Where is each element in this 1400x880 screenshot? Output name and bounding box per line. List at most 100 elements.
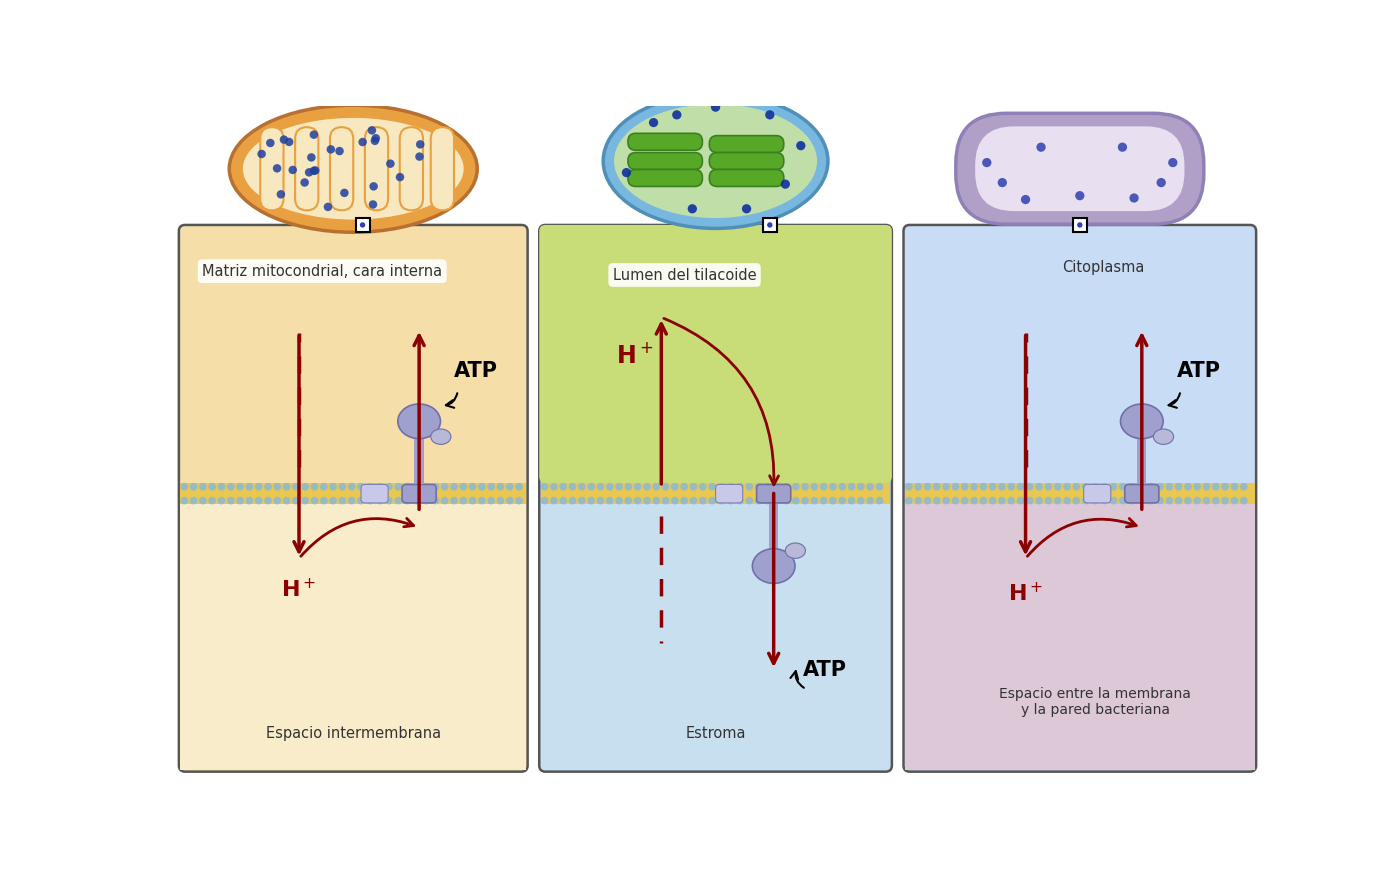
Circle shape (255, 496, 263, 504)
Circle shape (1117, 143, 1127, 151)
Circle shape (1035, 496, 1043, 504)
Circle shape (773, 483, 781, 491)
FancyBboxPatch shape (539, 225, 892, 483)
Circle shape (1072, 483, 1081, 491)
Circle shape (199, 483, 207, 491)
Circle shape (755, 483, 763, 491)
Circle shape (857, 483, 865, 491)
Circle shape (875, 483, 883, 491)
Circle shape (357, 496, 365, 504)
Circle shape (497, 483, 504, 491)
Circle shape (578, 483, 585, 491)
Circle shape (742, 204, 752, 214)
Ellipse shape (242, 118, 463, 219)
Circle shape (924, 496, 931, 504)
Circle shape (1016, 483, 1025, 491)
Circle shape (301, 483, 309, 491)
Circle shape (459, 483, 468, 491)
Text: H$^+$: H$^+$ (281, 577, 316, 601)
Circle shape (727, 483, 735, 491)
Circle shape (781, 180, 790, 188)
Circle shape (980, 483, 987, 491)
Circle shape (497, 496, 504, 504)
Circle shape (839, 483, 846, 491)
Circle shape (451, 483, 458, 491)
Circle shape (1193, 496, 1201, 504)
Bar (356, 218, 370, 232)
Circle shape (983, 158, 991, 167)
FancyBboxPatch shape (715, 484, 742, 502)
Circle shape (1193, 483, 1201, 491)
Circle shape (634, 496, 641, 504)
Circle shape (960, 496, 969, 504)
Circle shape (1119, 496, 1127, 504)
Circle shape (560, 496, 567, 504)
Circle shape (745, 483, 753, 491)
Ellipse shape (230, 106, 477, 232)
Circle shape (671, 496, 679, 504)
Circle shape (970, 496, 977, 504)
Circle shape (932, 483, 941, 491)
Circle shape (245, 483, 253, 491)
Circle shape (615, 496, 623, 504)
Circle shape (505, 496, 514, 504)
Text: Espacio intermembrana: Espacio intermembrana (266, 726, 441, 741)
Circle shape (1063, 496, 1071, 504)
Circle shape (643, 483, 651, 491)
Circle shape (309, 130, 318, 139)
Circle shape (1110, 496, 1117, 504)
FancyBboxPatch shape (903, 225, 1256, 772)
Circle shape (431, 496, 440, 504)
Circle shape (396, 172, 405, 181)
FancyBboxPatch shape (260, 127, 283, 210)
Circle shape (650, 118, 658, 127)
Bar (904, 483, 1254, 504)
Circle shape (190, 496, 197, 504)
Circle shape (622, 168, 631, 177)
Text: ATP: ATP (454, 362, 498, 381)
Text: Bacteria: Bacteria (1029, 115, 1130, 139)
Text: Cloroplasto: Cloroplasto (647, 115, 784, 139)
Circle shape (368, 201, 377, 209)
Circle shape (347, 483, 356, 491)
Circle shape (1221, 496, 1229, 504)
Bar (904, 504, 1254, 770)
Circle shape (1240, 496, 1247, 504)
Circle shape (708, 483, 715, 491)
Bar (763, 218, 777, 232)
Circle shape (283, 496, 290, 504)
Text: Citoplasma: Citoplasma (1061, 260, 1144, 275)
Circle shape (708, 496, 715, 504)
Circle shape (783, 483, 791, 491)
Circle shape (820, 483, 827, 491)
Circle shape (1168, 158, 1177, 167)
Text: ATP: ATP (1176, 362, 1221, 381)
Circle shape (848, 496, 855, 504)
Circle shape (904, 483, 913, 491)
Circle shape (1008, 496, 1015, 504)
Circle shape (367, 483, 374, 491)
Circle shape (340, 188, 349, 197)
Circle shape (1138, 483, 1145, 491)
Circle shape (469, 483, 476, 491)
Circle shape (431, 483, 440, 491)
Circle shape (321, 496, 328, 504)
Circle shape (293, 496, 300, 504)
Circle shape (820, 496, 827, 504)
Bar (769, 504, 778, 554)
Circle shape (1231, 483, 1238, 491)
Circle shape (767, 223, 773, 228)
Circle shape (1077, 223, 1082, 228)
Circle shape (1175, 496, 1183, 504)
Circle shape (662, 496, 669, 504)
Circle shape (680, 483, 687, 491)
Circle shape (783, 496, 791, 504)
Circle shape (487, 496, 496, 504)
Circle shape (347, 496, 356, 504)
Ellipse shape (615, 104, 818, 218)
Circle shape (1082, 483, 1089, 491)
Circle shape (309, 166, 318, 175)
Circle shape (370, 182, 378, 191)
Circle shape (311, 483, 318, 491)
Circle shape (1119, 483, 1127, 491)
